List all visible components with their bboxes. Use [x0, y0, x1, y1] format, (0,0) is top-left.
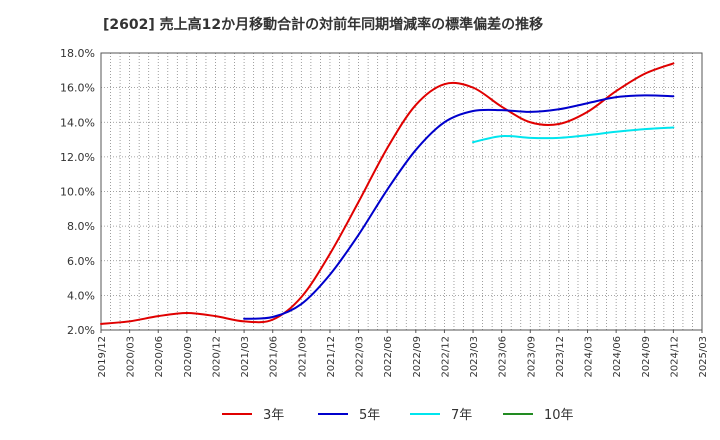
x-tick-label: 2024/06 — [612, 336, 623, 378]
x-tick-label: 2022/06 — [383, 336, 394, 378]
y-tick-label: 12.0% — [60, 151, 95, 164]
x-tick-label: 2023/09 — [526, 336, 537, 378]
x-tick-label: 2024/12 — [669, 336, 680, 378]
x-tick-label: 2021/03 — [240, 336, 251, 378]
y-tick-label: 16.0% — [60, 82, 95, 95]
legend-label-2: 5年 — [359, 408, 380, 423]
legend-label-3: 7年 — [451, 408, 472, 423]
x-tick-label: 2022/09 — [412, 336, 423, 378]
x-tick-label: 2020/03 — [126, 336, 137, 378]
y-tick-label: 14.0% — [60, 116, 95, 129]
x-tick-label: 2020/09 — [183, 336, 194, 378]
x-tick-label: 2023/03 — [469, 336, 480, 378]
x-tick-label: 2020/12 — [211, 336, 222, 378]
x-tick-label: 2024/03 — [584, 336, 595, 378]
x-tick-label: 2021/09 — [297, 336, 308, 378]
series-line-3 — [472, 126, 675, 144]
y-tick-label: 2.0% — [67, 324, 95, 337]
y-tick-label: 6.0% — [67, 255, 95, 268]
series-line-2 — [243, 94, 675, 320]
plot-border — [100, 52, 703, 331]
legend-label-1: 3年 — [263, 408, 284, 423]
x-tick-label: 2022/12 — [440, 336, 451, 378]
y-tick-label: 8.0% — [67, 220, 95, 233]
x-tick-label: 2025/03 — [698, 336, 709, 378]
series-line-1 — [100, 62, 675, 325]
chart-title: [2602] 売上高12か月移動合計の対前年同期増減率の標準偏差の推移 — [103, 17, 544, 33]
y-tick-label: 18.0% — [60, 47, 95, 60]
x-tick-label: 2022/03 — [355, 336, 366, 378]
y-tick-label: 10.0% — [60, 186, 95, 199]
x-tick-label: 2023/12 — [555, 336, 566, 378]
x-tick-label: 2019/12 — [97, 336, 108, 378]
x-tick-label: 2023/06 — [498, 336, 509, 378]
x-tick-label: 2021/12 — [326, 336, 337, 378]
x-tick-label: 2024/09 — [641, 336, 652, 378]
x-tick-label: 2021/06 — [269, 336, 280, 378]
y-tick-label: 4.0% — [67, 289, 95, 302]
legend-label-4: 10年 — [544, 408, 574, 423]
x-tick-label: 2020/06 — [154, 336, 165, 378]
